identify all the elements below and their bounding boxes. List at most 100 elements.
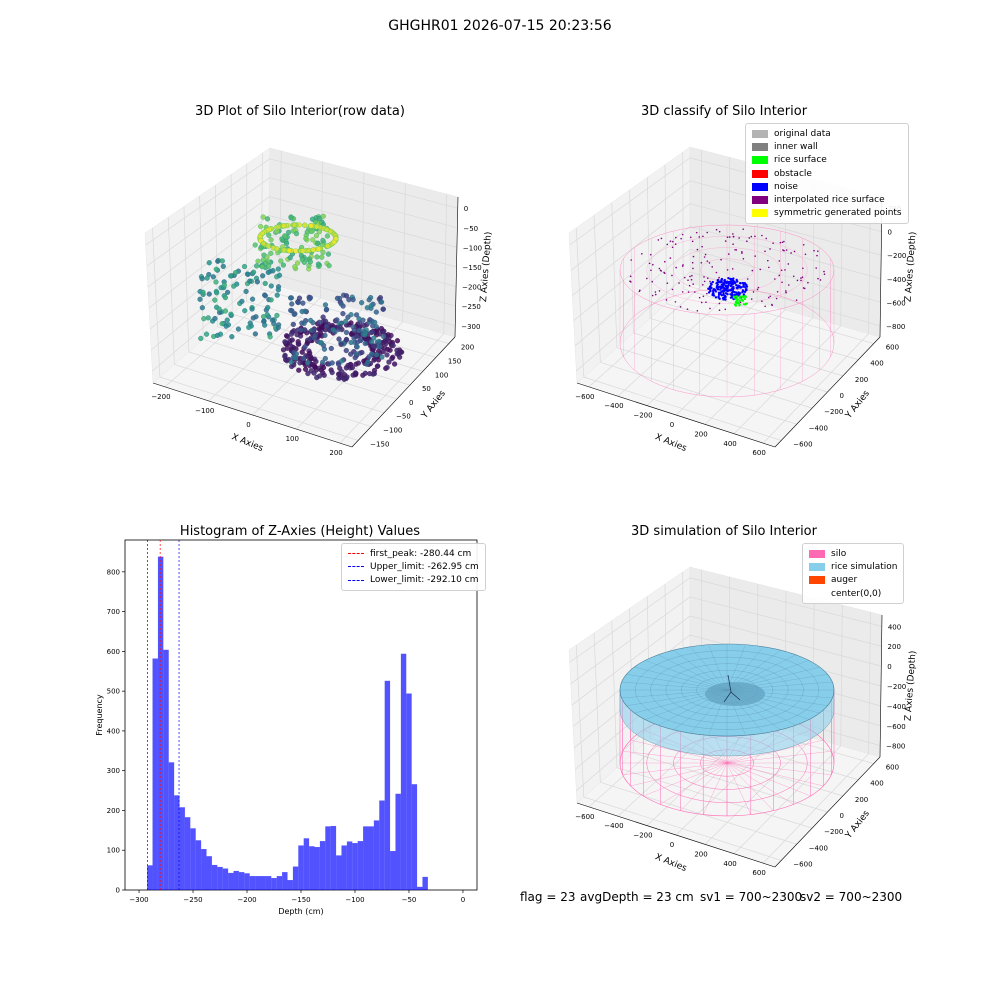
legend-item-rice-simulation: rice simulation <box>809 560 897 573</box>
p1-data-point <box>246 324 252 330</box>
p1-data-point <box>297 360 303 366</box>
p1-data-point <box>227 273 234 279</box>
p1-data-point <box>316 215 322 222</box>
legend-label: rice simulation <box>831 561 898 572</box>
p1-data-point <box>374 352 380 358</box>
legend-swatch <box>752 142 768 151</box>
p1-x-tick-label: 0 <box>246 421 250 429</box>
p1-data-point <box>376 338 382 344</box>
p1-z-tick-label: −150 <box>463 264 482 272</box>
p1-data-point <box>329 360 335 366</box>
p1-data-point <box>373 309 379 315</box>
p1-data-point <box>249 306 255 312</box>
p1-data-point <box>308 368 314 374</box>
p1-data-point <box>265 304 271 311</box>
p1-x-tick-label: 100 <box>286 435 299 443</box>
p1-z-tick-label: −50 <box>463 225 478 233</box>
p1-data-point <box>310 237 316 243</box>
p1-data-point <box>359 349 365 356</box>
legend-line <box>348 579 364 581</box>
legend-item-silo: silo <box>809 547 897 560</box>
p1-data-point <box>241 263 248 270</box>
panel2-legend: original data inner wall rice surface ob… <box>745 123 909 225</box>
p1-data-point <box>262 280 268 287</box>
p1-data-point <box>345 314 351 320</box>
p1-data-point <box>320 249 326 256</box>
p1-data-point <box>204 275 210 281</box>
p1-data-point <box>224 289 231 295</box>
p1-data-point <box>330 327 336 333</box>
p1-data-point <box>343 329 350 336</box>
p1-gridline-z <box>269 158 458 209</box>
p1-z-tick-label: −200 <box>462 284 481 292</box>
p1-data-point <box>337 324 343 330</box>
p1-data-point <box>350 297 356 303</box>
p4-x-tick-label: 600 <box>752 869 765 877</box>
p1-data-point <box>289 337 295 343</box>
p1-data-point <box>328 345 334 352</box>
legend-label: auger <box>831 575 858 586</box>
p1-data-point <box>243 288 249 295</box>
p1-data-point <box>231 283 237 289</box>
legend-label: silo <box>831 548 847 559</box>
p1-data-point <box>268 250 274 256</box>
p4-z-tick-label: 200 <box>888 643 901 651</box>
p1-data-point <box>212 315 218 322</box>
p1-data-point <box>274 292 280 298</box>
legend-item-lower-limit: Lower_limit: -292.10 cm <box>348 574 479 587</box>
p1-data-point <box>285 229 292 235</box>
p1-gridline-x <box>208 297 321 402</box>
p1-data-point <box>353 312 360 318</box>
p1-y-tick-label: 200 <box>461 344 474 352</box>
p1-data-point <box>268 283 274 289</box>
p1-data-point <box>203 331 210 337</box>
p1-data-point <box>260 273 266 279</box>
panel4-legend: silo rice simulation auger center(0,0) <box>802 543 905 605</box>
legend-label: noise <box>774 181 798 192</box>
p1-data-point <box>360 372 366 378</box>
p1-data-point <box>311 327 317 333</box>
p1-data-point <box>274 312 280 319</box>
p1-data-point <box>306 296 313 302</box>
p1-data-point <box>222 308 229 314</box>
p1-data-point <box>276 272 283 278</box>
p1-data-point <box>200 289 206 295</box>
p1-data-point <box>315 261 322 267</box>
p1-data-point <box>221 282 227 288</box>
p1-z-tick-label: 0 <box>464 205 468 213</box>
p1-data-point <box>252 331 258 337</box>
p1-data-point <box>212 297 218 303</box>
p1-data-point <box>338 341 344 347</box>
p1-data-point <box>370 371 376 377</box>
p1-data-point <box>364 361 370 367</box>
legend-swatch <box>752 169 768 178</box>
p1-data-point <box>366 354 372 360</box>
p1-data-point <box>268 237 274 243</box>
p4-x-tick-label: 0 <box>670 841 674 849</box>
p1-data-point <box>222 295 228 301</box>
p1-data-point <box>320 314 326 320</box>
p1-data-point <box>299 349 305 355</box>
p1-data-point <box>278 258 284 264</box>
p1-data-point <box>214 332 221 339</box>
p1-data-point <box>294 260 301 266</box>
p1-data-point <box>224 317 230 323</box>
p1-data-point <box>219 258 225 264</box>
p4-z-axis-label: Z Axies (Depth) <box>904 650 919 721</box>
p1-data-point <box>288 295 294 301</box>
p1-data-point <box>302 344 308 350</box>
p1-data-point <box>239 298 245 304</box>
p1-data-point <box>242 308 248 314</box>
legend-item-center: center(0,0) <box>809 587 897 600</box>
p1-data-point <box>271 321 277 327</box>
p1-data-point <box>288 359 294 365</box>
p1-data-point <box>368 339 375 345</box>
p1-gridline-z <box>149 234 269 330</box>
status-avg-depth: avgDepth = 23 cm <box>580 890 694 904</box>
legend-label: obstacle <box>774 168 812 179</box>
p1-data-point <box>348 339 354 346</box>
p1-data-point <box>210 274 216 280</box>
p1-data-point <box>394 338 401 344</box>
p1-gridline-x <box>164 285 280 388</box>
p1-data-point <box>349 365 355 371</box>
